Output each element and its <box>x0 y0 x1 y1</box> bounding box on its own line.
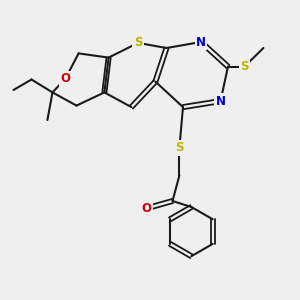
Text: O: O <box>60 72 70 85</box>
Text: O: O <box>141 202 151 215</box>
Text: N: N <box>196 35 206 49</box>
Text: S: S <box>134 36 142 50</box>
Text: S: S <box>175 141 184 154</box>
Text: S: S <box>240 60 249 73</box>
Text: N: N <box>215 94 226 108</box>
